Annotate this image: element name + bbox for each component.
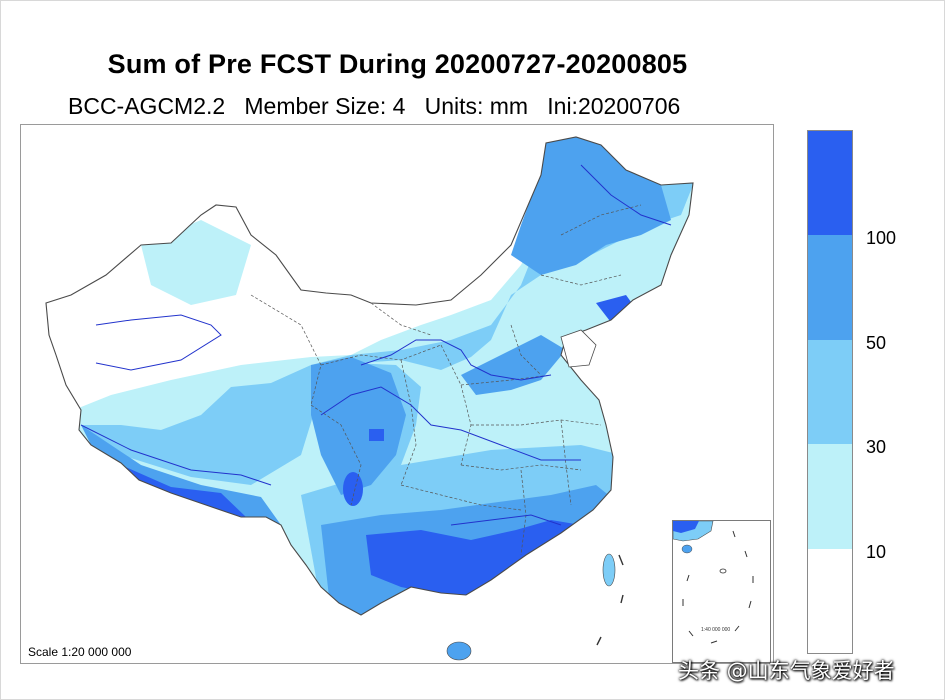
south-sea-dashes	[596, 554, 624, 646]
dash-line	[744, 550, 748, 558]
river-yarlung	[80, 424, 272, 486]
inset-scale-label: 1:40 000 000	[701, 627, 731, 633]
dash-line	[686, 574, 690, 582]
figure-title: Sum of Pre FCST During 20200727-20200805	[107, 49, 688, 79]
inset-hainan	[681, 544, 693, 554]
map-svg	[45, 136, 694, 661]
river-heilong	[580, 164, 672, 226]
colorbar-label-30: 30	[866, 437, 887, 457]
dash-line	[732, 530, 736, 538]
colorbar-swatch-lt10	[808, 549, 852, 653]
colorbar-label-10: 10	[866, 542, 887, 562]
bohai-sea	[560, 329, 597, 368]
colorbar-label-50: 50	[866, 333, 887, 353]
china-precipitation-map	[20, 124, 774, 664]
precip-50-100-southwest	[311, 357, 406, 495]
dash-line	[620, 594, 624, 604]
province-line-hunan-jiangxi	[460, 464, 582, 471]
province-line-guangdong-west	[520, 469, 527, 556]
colorbar-swatch-gt100	[808, 131, 852, 235]
province-line-hubei-anhui	[471, 419, 602, 426]
colorbar	[807, 130, 853, 654]
precip-50-100-north	[461, 335, 566, 395]
province-line-shaanxi	[440, 344, 472, 466]
inset-svg	[673, 521, 754, 644]
colorbar-swatch-10-30	[808, 444, 852, 549]
taiwan-island	[602, 553, 616, 587]
inset-dashes	[682, 530, 754, 644]
precip-shading	[46, 137, 693, 615]
colorbar-label-100: 100	[866, 228, 897, 248]
province-line-guizhou-guangxi	[400, 484, 522, 511]
province-line-qinghai-gansu	[320, 344, 442, 366]
province-line-hebei	[510, 324, 542, 376]
rivers	[80, 164, 672, 526]
river-yellow	[360, 339, 552, 381]
dash-line	[734, 625, 740, 632]
map-scale-label: Scale 1:20 000 000	[28, 645, 132, 659]
province-line-innermongolia	[370, 302, 432, 336]
precip-50-100-tibet-south	[81, 425, 281, 525]
dash-line	[618, 554, 624, 566]
hainan-island	[446, 641, 472, 661]
dash-line	[688, 630, 694, 637]
inset-mainland-heavy	[673, 521, 699, 533]
province-line-sichuan-east	[400, 359, 417, 486]
province-boundaries	[250, 204, 642, 556]
river-pearl	[450, 514, 562, 526]
colorbar-swatch-30-50	[808, 340, 852, 444]
province-line-heilongjiang	[560, 204, 642, 236]
precip-gt100-sichuan	[369, 429, 384, 441]
south-china-sea-inset: 1:40 000 000	[672, 520, 771, 663]
colorbar-swatch-50-100	[808, 235, 852, 340]
province-line-jilin	[540, 274, 622, 286]
province-line-fujian	[560, 419, 572, 506]
precip-gt100-yunnan	[343, 472, 363, 506]
precip-gt100-tibet-south	[121, 465, 246, 517]
dash-line	[596, 636, 602, 646]
river-yangtze	[320, 386, 581, 461]
province-line-henan-north	[460, 374, 552, 386]
province-line-sichuan-west	[310, 404, 362, 506]
inset-islands	[719, 568, 727, 574]
dash-line	[748, 600, 752, 609]
watermark-text: 头条 @山东气象爱好者	[678, 659, 895, 683]
figure-subtitle: BCC-AGCM2.2 Member Size: 4 Units: mm Ini…	[68, 93, 681, 119]
dash-line	[710, 640, 718, 644]
province-line-xinjiang-tibet	[250, 294, 322, 406]
river-tarim	[95, 314, 222, 371]
